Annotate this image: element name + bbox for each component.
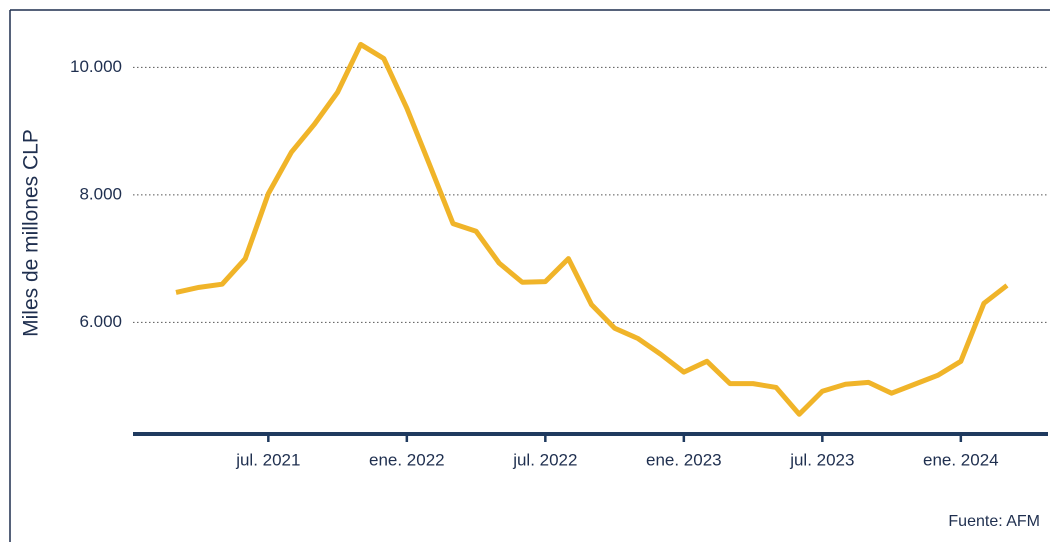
x-tick-label: jul. 2023 [789,450,854,469]
x-tick-label: ene. 2023 [646,450,722,469]
y-tick-label: 8.000 [79,184,122,203]
x-tick-label: ene. 2022 [369,450,445,469]
y-tick-label: 6.000 [79,312,122,331]
source: Fuente: AFM [948,513,1040,530]
y-tick-label: 10.000 [70,57,122,76]
x-tick-label: ene. 2024 [923,450,999,469]
x-tick-label: jul. 2021 [235,450,300,469]
x-tick-label: jul. 2022 [512,450,577,469]
line [175,41,1009,417]
y-axis-label: Miles de millones CLP [20,129,43,337]
